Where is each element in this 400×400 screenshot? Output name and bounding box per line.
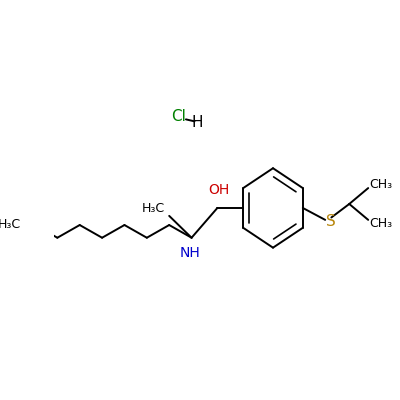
Text: CH₃: CH₃ bbox=[370, 178, 393, 192]
Text: CH₃: CH₃ bbox=[370, 217, 393, 230]
Text: Cl: Cl bbox=[171, 109, 186, 124]
Text: H: H bbox=[192, 115, 203, 130]
Text: NH: NH bbox=[180, 246, 200, 260]
Text: OH: OH bbox=[208, 183, 230, 197]
Text: H₃C: H₃C bbox=[142, 202, 165, 215]
Text: H₃C: H₃C bbox=[0, 218, 21, 231]
Text: S: S bbox=[326, 214, 336, 229]
